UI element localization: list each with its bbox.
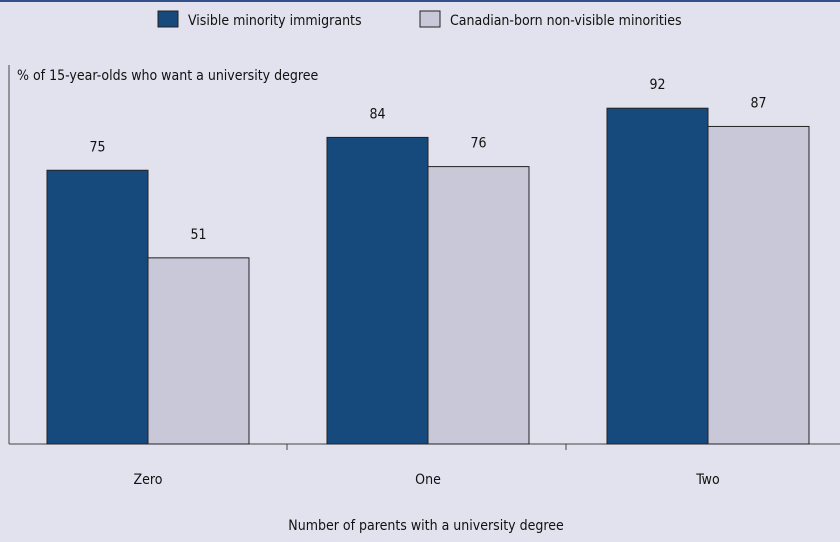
value-labels-group: 75 51 84 76 92 87 bbox=[89, 77, 766, 243]
value-label-two-series-1: 92 bbox=[649, 77, 665, 93]
value-label-zero-series-1: 75 bbox=[89, 139, 105, 155]
value-label-one-series-1: 84 bbox=[369, 106, 385, 122]
bar-two-series-2 bbox=[707, 125, 810, 445]
category-label-zero: Zero bbox=[134, 472, 163, 488]
category-label-two: Two bbox=[695, 472, 720, 488]
bar-one-series-2 bbox=[427, 166, 530, 445]
bar-zero-series-2 bbox=[147, 257, 250, 445]
value-label-one-series-2: 76 bbox=[470, 136, 486, 152]
category-label-one: One bbox=[415, 472, 441, 488]
legend-swatch-series-1 bbox=[157, 10, 179, 28]
category-labels-group: Zero One Two bbox=[134, 472, 720, 488]
y-axis-title: % of 15-year-olds who want a university … bbox=[17, 68, 319, 84]
value-label-two-series-2: 87 bbox=[750, 95, 766, 111]
x-axis-title: Number of parents with a university degr… bbox=[288, 518, 564, 534]
bars-group bbox=[46, 107, 810, 445]
value-label-zero-series-2: 51 bbox=[190, 227, 206, 243]
bar-one-series-1 bbox=[326, 136, 429, 445]
legend-swatch-series-2 bbox=[419, 10, 441, 28]
legend: Visible minority immigrants Canadian-bor… bbox=[157, 10, 682, 29]
legend-label-series-1: Visible minority immigrants bbox=[188, 13, 362, 29]
bar-zero-series-1 bbox=[46, 169, 149, 445]
legend-label-series-2: Canadian-born non-visible minorities bbox=[450, 13, 682, 29]
bar-two-series-1 bbox=[606, 107, 709, 445]
